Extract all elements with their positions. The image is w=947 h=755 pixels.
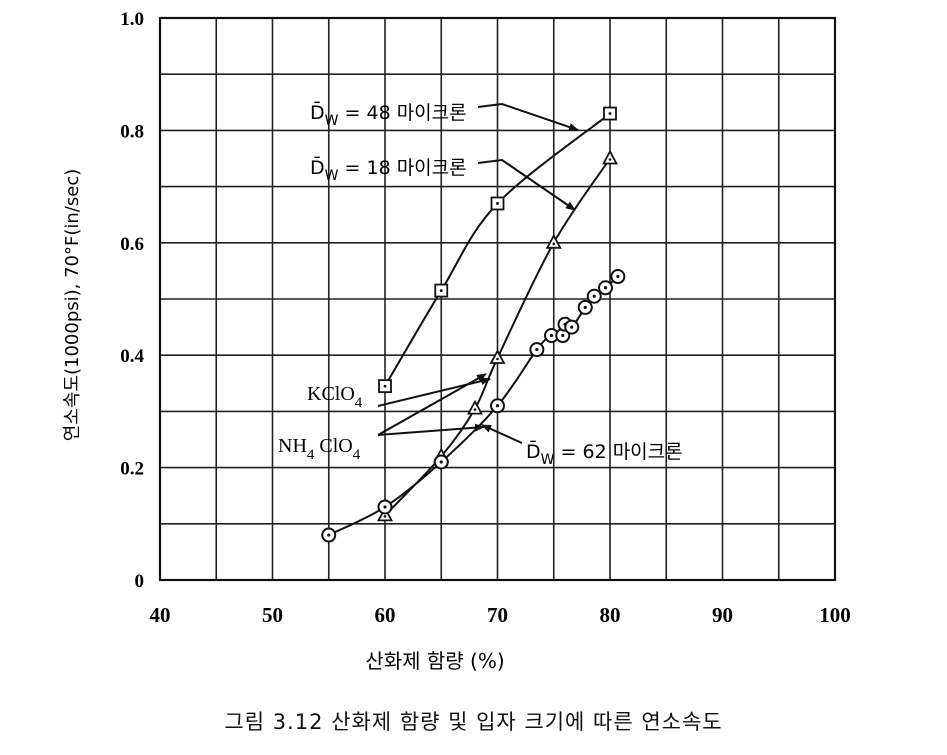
- y-tick-label: 0: [135, 571, 145, 592]
- arrow-nh4clo4-upper: [377, 373, 487, 436]
- y-tick-label: 0.2: [120, 459, 144, 480]
- label-kclo4: KClO4: [307, 383, 363, 411]
- series-label-48: D̄W = 48 마이크론: [310, 100, 467, 129]
- label-nh4clo4: NH4 ClO4: [278, 435, 361, 463]
- circle-marker: [490, 398, 505, 414]
- series-markers: [321, 106, 626, 543]
- triangle-marker: [601, 149, 619, 165]
- x-tick-label: 40: [150, 603, 171, 627]
- circle-marker: [598, 280, 613, 296]
- annotation-arrows: [377, 102, 579, 444]
- square-marker: [490, 196, 505, 211]
- arrow-nh4clo4-lower: [377, 423, 485, 436]
- arrow-kclo4: [377, 377, 491, 407]
- circle-marker: [321, 527, 337, 543]
- y-tick-label: 0.4: [120, 346, 144, 367]
- arrow-48-micron: [477, 102, 579, 131]
- x-tick-label: 90: [712, 603, 733, 627]
- y-tick-labels: 0 0.2 0.4 0.6 0.8 1.0: [120, 9, 144, 592]
- circle-marker: [529, 342, 545, 358]
- triangle-marker: [545, 233, 562, 249]
- arrow-18-micron: [477, 158, 576, 211]
- x-tick-label: 70: [487, 603, 508, 627]
- series-label-18: D̄W = 18 마이크론: [310, 155, 467, 184]
- figure-caption: 그림 3.12 산화제 함량 및 입자 크기에 따른 연소속도: [224, 710, 723, 734]
- square-marker: [378, 379, 392, 394]
- x-tick-label: 80: [600, 603, 621, 627]
- grid: [160, 18, 835, 580]
- y-tick-label: 0.6: [120, 234, 144, 255]
- series-label-62: D̄W = 62 마이크론: [526, 439, 683, 468]
- plot-frame: [158, 16, 837, 582]
- x-tick-label: 100: [819, 603, 851, 627]
- triangle-marker: [466, 399, 484, 415]
- triangle-marker: [489, 349, 506, 364]
- square-marker: [434, 283, 449, 298]
- arrow-62-micron: [481, 424, 523, 444]
- series-line-square: [384, 112, 611, 387]
- y-tick-label: 0.8: [120, 121, 144, 142]
- circle-marker: [564, 319, 580, 335]
- x-tick-label: 50: [262, 603, 283, 627]
- chart: 40 50 60 70 80 90 100 0 0.2 0.4 0.6 0.8 1.0 산화제 함량 …: [62, 9, 851, 673]
- circle-marker: [610, 269, 626, 285]
- y-axis-label: 연소속도(1000psi), 70°F(in/sec): [62, 169, 83, 441]
- circle-marker: [433, 454, 449, 470]
- circle-marker: [377, 499, 393, 515]
- y-tick-label: 1.0: [120, 9, 144, 30]
- circle-marker: [586, 288, 602, 304]
- x-tick-labels: 40 50 60 70 80 90 100: [150, 603, 851, 627]
- square-marker: [603, 106, 617, 121]
- circle-marker: [577, 299, 593, 315]
- x-axis-label: 산화제 함량 (%): [365, 649, 504, 673]
- x-tick-label: 60: [375, 603, 396, 627]
